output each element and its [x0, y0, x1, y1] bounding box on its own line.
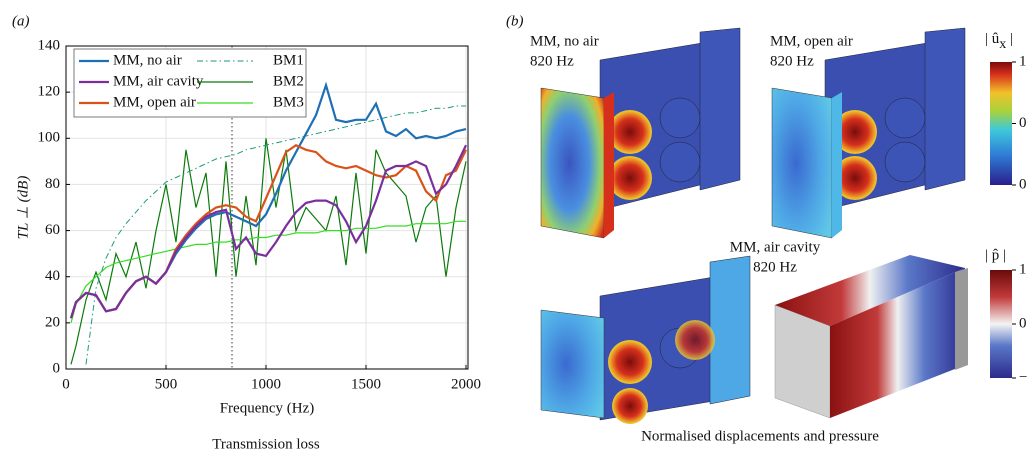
caption: Transmission loss — [212, 436, 320, 452]
render-open-air — [771, 27, 966, 239]
render-title: MM, open air — [770, 33, 853, 49]
colorbar-tick-label: 1 — [1019, 261, 1027, 277]
render-no-air — [540, 27, 741, 239]
colorbar-tick-label: 0 — [1019, 315, 1027, 331]
render-pressure — [774, 255, 968, 419]
series-line — [69, 144, 467, 319]
y-tick-label: 140 — [38, 37, 61, 53]
panel-label: (b) — [506, 13, 524, 29]
panel-label: (a) — [12, 13, 30, 29]
y-tick-label: 100 — [38, 130, 61, 146]
colorbar-tick-label: −1 — [1019, 369, 1027, 385]
colorbar-symbol: | û — [985, 31, 1000, 47]
series-line — [70, 220, 466, 324]
colorbar-tick-label: 0.5 — [1019, 115, 1027, 131]
legend-label: BM2 — [273, 73, 304, 89]
y-tick-label: 20 — [45, 314, 60, 330]
colorbars: | ûx | | p̂ | 1 0.5 0 1 0 −1 — [985, 31, 1027, 385]
render-frequency: 820 Hz — [530, 53, 574, 69]
y-axis-label: TL ⊥ (dB) — [15, 176, 31, 240]
y-tick-label: 60 — [45, 222, 60, 238]
render-air-cavity — [540, 255, 751, 424]
y-tick-label: 80 — [45, 176, 60, 192]
colorbar-label: | ûx | — [985, 31, 1013, 52]
render-title: MM, no air — [530, 33, 599, 49]
colorbar-tick-label: 1 — [1019, 53, 1027, 69]
colorbar-close: | — [1006, 31, 1013, 47]
legend-box — [73, 48, 307, 118]
series-line — [70, 138, 467, 365]
y-tick-label: 120 — [38, 84, 61, 100]
render-frequency: 820 Hz — [753, 259, 797, 275]
caption: Normalised displacements and pressure — [641, 428, 879, 444]
render-frequency: 820 Hz — [770, 53, 814, 69]
x-tick-label: 1000 — [251, 376, 281, 392]
colorbar-subscript: x — [999, 37, 1006, 52]
y-tick-label: 0 — [53, 360, 61, 376]
series-line — [69, 143, 467, 319]
axes-frame — [65, 45, 469, 370]
legend-label: MM, air cavity — [113, 73, 204, 89]
render-title: MM, air cavity — [730, 239, 821, 255]
chart: 0 20 40 60 80 100 120 140 0 500 1000 1500 2000 Freque… — [15, 37, 481, 416]
y-tick-label: 40 — [45, 268, 60, 284]
colorbar-label: | p̂ | — [985, 247, 1006, 263]
legend-label: BM3 — [273, 94, 304, 110]
legend-label: BM1 — [273, 52, 304, 68]
colorbar-pressure — [990, 270, 1012, 378]
x-tick-label: 500 — [155, 376, 178, 392]
x-tick-label: 1500 — [351, 376, 381, 392]
legend: MM, no air MM, air cavity MM, open air BM1 B… — [73, 48, 307, 118]
legend-label: MM, no air — [113, 52, 182, 68]
x-axis-label: Frequency (Hz) — [220, 400, 315, 416]
x-tick-label: 2000 — [451, 376, 481, 392]
colorbar-jet — [990, 62, 1012, 185]
x-tick-label: 0 — [62, 376, 70, 392]
colorbar-tick-label: 0 — [1019, 176, 1027, 192]
legend-label: MM, open air — [113, 94, 196, 110]
